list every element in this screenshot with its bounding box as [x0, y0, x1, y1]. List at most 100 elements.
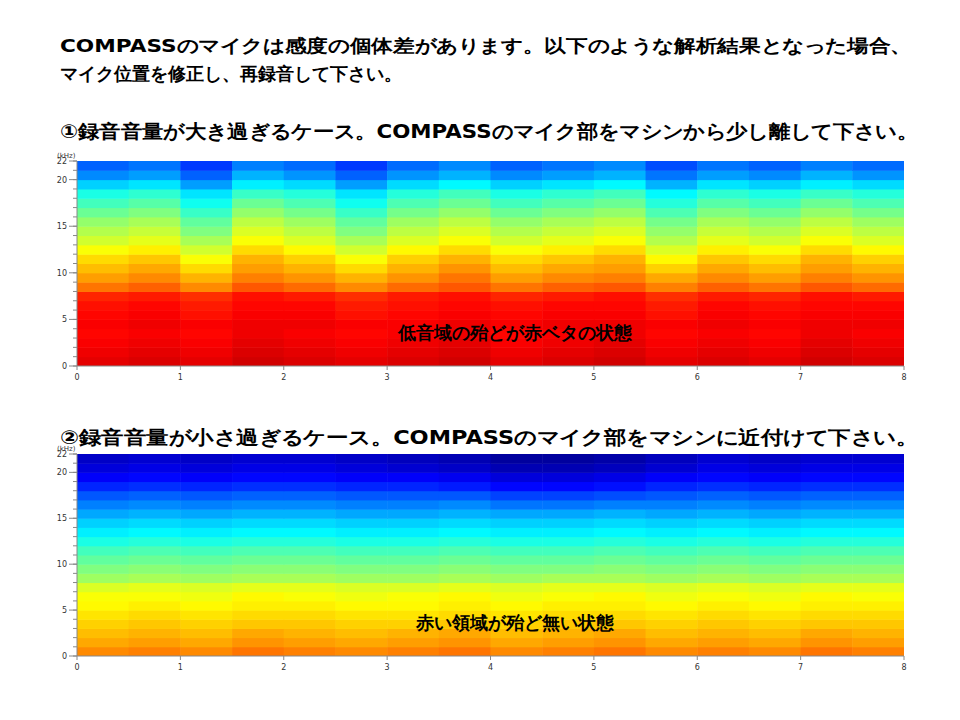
heat-cell: [594, 226, 646, 236]
heat-cell: [232, 482, 284, 492]
heat-cell: [129, 518, 181, 528]
heat-cell: [646, 482, 698, 492]
heat-cell: [801, 638, 853, 648]
heat-cell: [697, 546, 749, 556]
heat-cell: [542, 638, 594, 648]
heat-cell: [232, 628, 284, 638]
y-tick: [69, 472, 77, 473]
heat-cell: [439, 254, 491, 264]
heat-cell: [542, 347, 594, 357]
heat-cell: [491, 463, 543, 473]
heat-cell: [77, 573, 129, 583]
heat-cell: [542, 180, 594, 190]
heat-cell: [77, 198, 129, 208]
x-tick-label: 0: [74, 373, 79, 382]
heat-cell: [697, 638, 749, 648]
y-minor-tick: [73, 490, 77, 491]
heat-cell: [387, 236, 439, 246]
heat-cell: [284, 236, 336, 246]
heat-cell: [387, 208, 439, 218]
heat-cell: [646, 264, 698, 274]
heat-cell: [439, 170, 491, 180]
heat-cell: [232, 226, 284, 236]
heat-cell: [749, 555, 801, 565]
heat-cell: [439, 555, 491, 565]
heat-cell: [542, 282, 594, 292]
heat-cell: [129, 245, 181, 255]
heat-cell: [594, 273, 646, 283]
heat-cell: [646, 254, 698, 264]
heat-cell: [284, 509, 336, 519]
heat-cell: [77, 610, 129, 620]
heat-cell: [646, 319, 698, 329]
heat-cell: [749, 254, 801, 264]
heat-cell: [801, 583, 853, 593]
chart-title: ②録音音量が小さ過ぎるケース。COMPASSのマイク部をマシンに近付けて下さい。: [60, 426, 918, 448]
heat-cell: [852, 555, 904, 565]
y-minor-tick: [73, 555, 77, 556]
heat-cell: [801, 310, 853, 320]
heat-cell: [129, 647, 181, 656]
heat-cell: [491, 357, 543, 366]
heat-cell: [284, 619, 336, 629]
heat-cell: [284, 170, 336, 180]
heat-cell: [491, 347, 543, 357]
heat-cell: [749, 273, 801, 283]
heat-cell: [852, 329, 904, 339]
heat-cell: [852, 601, 904, 611]
heat-cell: [749, 329, 801, 339]
heat-cell: [180, 454, 232, 464]
heat-cell: [335, 638, 387, 648]
chart-title: ①録音音量が大き過ぎるケース。COMPASSのマイク部をマシンから少し離して下さ…: [60, 120, 918, 142]
heat-cell: [77, 527, 129, 537]
y-minor-tick: [73, 481, 77, 482]
heat-cell: [852, 319, 904, 329]
heat-cell: [335, 264, 387, 274]
heat-cell: [284, 282, 336, 292]
heat-cell: [335, 546, 387, 556]
heat-cell: [801, 301, 853, 311]
heat-cell: [697, 454, 749, 464]
heat-cell: [594, 264, 646, 274]
y-minor-tick: [73, 328, 77, 329]
heat-cell: [387, 301, 439, 311]
heat-cell: [439, 592, 491, 602]
heat-cell: [387, 198, 439, 208]
heat-cell: [180, 638, 232, 648]
y-tick: [69, 161, 77, 162]
heat-cell: [232, 310, 284, 320]
heat-cell: [542, 482, 594, 492]
heat-cell: [77, 357, 129, 366]
x-tick-label: 2: [281, 663, 286, 672]
x-tick: [283, 656, 284, 660]
x-tick: [77, 366, 78, 370]
heat-cell: [335, 500, 387, 510]
heat-cell: [801, 482, 853, 492]
heat-cell: [335, 282, 387, 292]
heat-cell: [439, 583, 491, 593]
heat-cell: [180, 329, 232, 339]
heat-cell: [697, 564, 749, 574]
heat-cell: [646, 217, 698, 227]
heat-cell: [697, 282, 749, 292]
heat-cell: [284, 592, 336, 602]
heat-cell: [749, 264, 801, 274]
heat-cell: [646, 245, 698, 255]
heat-cell: [129, 592, 181, 602]
x-tick-label: 8: [901, 373, 906, 382]
heat-cell: [852, 217, 904, 227]
heat-cell: [594, 310, 646, 320]
heat-cell: [335, 301, 387, 311]
heat-cell: [129, 217, 181, 227]
heat-cell: [801, 226, 853, 236]
heat-cell: [852, 189, 904, 199]
heat-cell: [491, 208, 543, 218]
heat-cell: [542, 555, 594, 565]
heat-cell: [77, 628, 129, 638]
heat-cell: [594, 638, 646, 648]
heat-cell: [801, 619, 853, 629]
heat-cell: [232, 527, 284, 537]
heat-cell: [180, 463, 232, 473]
heat-cell: [542, 573, 594, 583]
heat-cell: [749, 291, 801, 301]
